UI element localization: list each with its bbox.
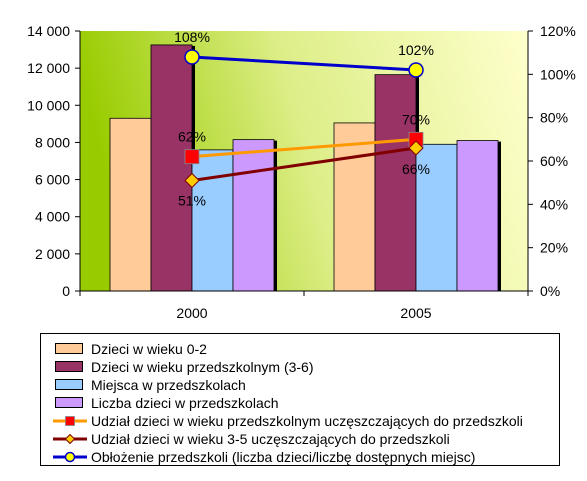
y-right-tick-label: 0% [540, 283, 560, 299]
y-right-tick-label: 120% [540, 23, 576, 39]
y-left-tick-label: 10 000 [27, 97, 70, 113]
diamond-marker [408, 140, 424, 156]
y-right-tick-label: 40% [540, 196, 568, 212]
y-left-tick-label: 14 000 [27, 23, 70, 39]
legend-label: Liczba dzieci w przedszkolach [91, 395, 279, 411]
bar [333, 122, 376, 292]
diamond-marker [184, 172, 200, 189]
y-right-tick-label: 100% [540, 66, 576, 82]
legend-label: Udział dzieci w wieku przedszkolnym uczę… [91, 413, 523, 429]
legend-line-symbol [53, 451, 87, 463]
y-right-tick-label: 60% [540, 153, 568, 169]
y-left-tick-label: 12 000 [27, 60, 70, 76]
y-left-tick-label: 6 000 [35, 172, 70, 188]
legend-swatch [55, 343, 83, 354]
series-line [191, 55, 417, 72]
x-tick-label: 2000 [176, 305, 207, 321]
bar [150, 44, 193, 292]
series-line [191, 137, 417, 159]
y-left-tick-label: 0 [62, 283, 70, 299]
y-left-tick-label: 4 000 [35, 209, 70, 225]
y-right-tick-label: 80% [540, 110, 568, 126]
legend: Dzieci w wieku 0-2 Dzieci w wieku przedsz… [40, 333, 560, 466]
data-label: 108% [174, 29, 210, 45]
bar [109, 117, 152, 292]
legend-swatch [55, 379, 83, 390]
y-left-tick-label: 2 000 [35, 246, 70, 262]
bar [415, 143, 458, 292]
legend-swatch [55, 397, 83, 408]
y-left-tick-label: 8 000 [35, 134, 70, 150]
data-label: 51% [178, 193, 206, 209]
data-label: 62% [178, 129, 206, 145]
series-line [191, 146, 417, 182]
data-label: 102% [398, 42, 434, 58]
square-marker [65, 416, 75, 426]
legend-swatch [55, 361, 83, 372]
legend-line-symbol [53, 416, 87, 426]
bar [191, 149, 234, 292]
diamond-marker [64, 433, 76, 445]
bar [456, 140, 499, 292]
circle-marker [64, 451, 76, 463]
circle-marker [408, 62, 424, 78]
legend-label: Dzieci w wieku przedszkolnym (3-6) [91, 359, 314, 375]
legend-label: Miejsca w przedszkolach [91, 377, 246, 393]
bar [374, 74, 417, 292]
x-tick-label: 2005 [400, 305, 431, 321]
legend-label: Dzieci w wieku 0-2 [91, 341, 207, 357]
y-right-tick-label: 20% [540, 240, 568, 256]
circle-marker [184, 49, 200, 65]
bar [232, 139, 275, 292]
data-label: 70% [402, 111, 430, 127]
legend-label: Udział dzieci w wieku 3-5 uczęszczającyc… [91, 431, 450, 447]
data-label: 66% [402, 161, 430, 177]
legend-line-symbol [53, 433, 87, 445]
legend-label: Obłożenie przedszkoli (liczba dzieci/lic… [91, 449, 476, 465]
square-marker [184, 149, 200, 165]
